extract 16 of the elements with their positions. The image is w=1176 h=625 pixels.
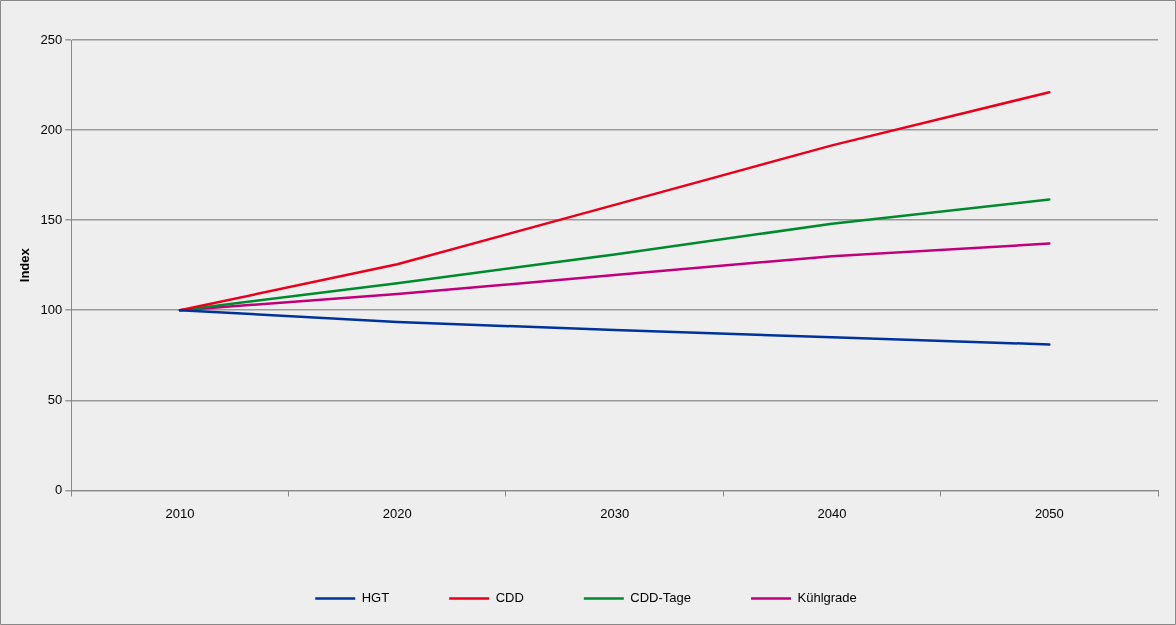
- legend-label: Kühlgrade: [797, 590, 857, 606]
- y-tick-label: 250: [40, 31, 63, 47]
- y-tick-label: 200: [40, 121, 63, 137]
- y-tick-label: 150: [40, 211, 63, 227]
- legend-label: CDD-Tage: [630, 590, 692, 606]
- y-tick-label: 100: [40, 301, 63, 317]
- x-tick-label: 2020: [382, 505, 412, 521]
- legend-label: CDD: [495, 590, 524, 606]
- x-tick-label: 2050: [1034, 505, 1064, 521]
- x-tick-label: 2030: [600, 505, 630, 521]
- y-tick-label: 50: [47, 391, 63, 407]
- x-tick-label: 2040: [817, 505, 847, 521]
- x-tick-label: 2010: [165, 505, 195, 521]
- legend-label: HGT: [361, 590, 390, 606]
- y-tick-label: 0: [55, 481, 63, 497]
- y-axis-title: Index: [17, 247, 33, 283]
